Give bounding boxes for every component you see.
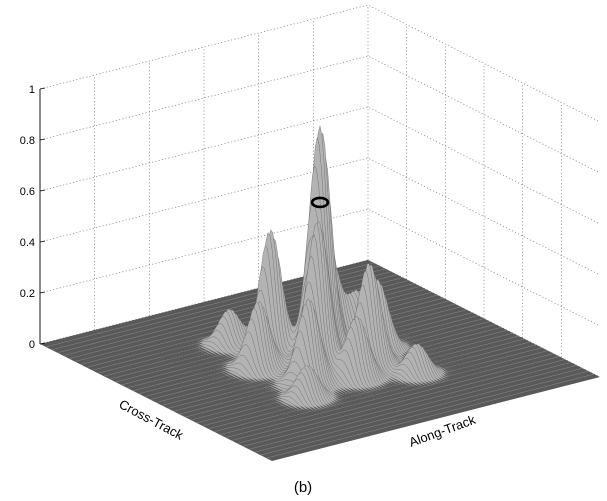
surface-slice bbox=[160, 348, 300, 419]
floor-mesh-line bbox=[260, 370, 589, 456]
z-tick-label: 0 bbox=[29, 339, 35, 351]
peak-marker-ring bbox=[310, 196, 330, 209]
peak-marker bbox=[310, 196, 330, 209]
z-tick-mark bbox=[39, 291, 46, 294]
floor-mesh-line bbox=[237, 359, 566, 444]
floor-mesh-line bbox=[254, 367, 583, 453]
surface-slice bbox=[177, 343, 317, 415]
figure-caption: (b) bbox=[294, 479, 312, 496]
surface-slice bbox=[166, 346, 306, 418]
floor-mesh-line bbox=[248, 365, 577, 450]
surface-slice bbox=[222, 232, 362, 404]
grid-line bbox=[39, 4, 601, 123]
z-tick-label: 0.6 bbox=[20, 186, 35, 198]
surface-slice bbox=[171, 345, 311, 416]
z-tick-label: 0.8 bbox=[20, 135, 35, 147]
surface-slice bbox=[151, 350, 292, 421]
z-tick-label: 0.2 bbox=[20, 288, 35, 300]
z-tick-labels: 0 0.2 0.4 0.6 0.8 1 bbox=[20, 84, 46, 351]
axes-frame bbox=[39, 5, 369, 344]
floor-mesh-line bbox=[231, 356, 560, 441]
z-tick-mark bbox=[39, 87, 46, 90]
surface-slice bbox=[163, 347, 303, 419]
z-tick-mark bbox=[39, 240, 46, 243]
surface-slice bbox=[168, 346, 309, 417]
z-tick-mark bbox=[39, 138, 46, 141]
z-tick-mark bbox=[39, 342, 46, 345]
floor-mesh-line bbox=[242, 362, 572, 447]
z-tick-label: 1 bbox=[29, 84, 35, 96]
surface-mesh bbox=[151, 125, 489, 421]
surface-slice bbox=[174, 344, 314, 416]
floor-mesh-line bbox=[266, 373, 595, 459]
z-tick-mark bbox=[39, 189, 46, 192]
z-tick-label: 0.4 bbox=[20, 237, 35, 249]
surface-slice bbox=[157, 349, 297, 420]
surface-slice bbox=[154, 349, 295, 421]
